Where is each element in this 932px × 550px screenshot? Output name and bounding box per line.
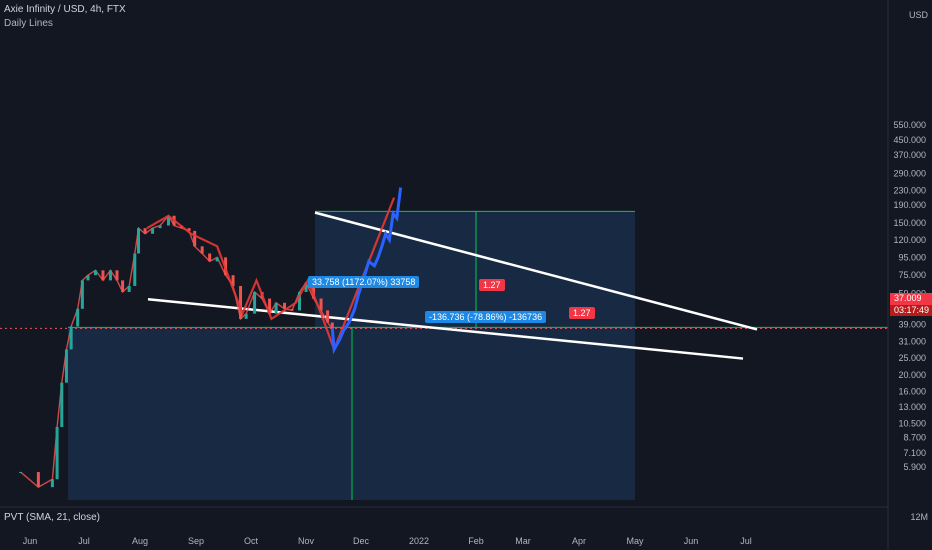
indicator-value: 12M [910, 512, 928, 522]
candle-10 [93, 270, 97, 276]
measure-tag-1[interactable]: 33.758 (1172.07%) 33758 [308, 276, 420, 288]
candle-12 [108, 270, 112, 281]
y-tick-label: 39.000 [898, 319, 926, 329]
y-tick-label: 31.000 [898, 337, 926, 347]
candle-17 [137, 228, 141, 254]
candle-44 [330, 322, 334, 329]
chart-subtitle: Daily Lines [4, 18, 53, 29]
candle-5 [64, 349, 68, 383]
y-tick-label: 370.000 [893, 150, 926, 160]
candle-37 [283, 302, 287, 309]
price-countdown: 03:17:49 [890, 305, 932, 316]
candle-28 [215, 257, 219, 262]
y-tick-label: 120.000 [893, 235, 926, 245]
candle-25 [193, 230, 197, 247]
y-tick-label: 190.000 [893, 200, 926, 210]
x-tick-label: Sep [188, 536, 204, 546]
indicator-label: PVT (SMA, 21, close) [4, 512, 100, 523]
candle-13 [115, 270, 119, 281]
x-tick-label: Jun [684, 536, 699, 546]
x-tick-label: Nov [298, 536, 315, 546]
usd-label: USD [908, 10, 928, 20]
y-tick-label: 550.000 [893, 120, 926, 130]
candle-24 [187, 228, 191, 231]
y-tick-label: 8.700 [903, 432, 926, 442]
y-tick-label: 25.000 [898, 353, 926, 363]
candle-19 [151, 228, 155, 234]
candle-6 [69, 326, 73, 350]
x-tick-label: Feb [468, 536, 484, 546]
y-tick-label: 450.000 [893, 135, 926, 145]
candle-35 [268, 298, 272, 314]
projection-path [330, 187, 403, 355]
candle-2 [50, 479, 54, 488]
y-tick-label: 150.000 [893, 218, 926, 228]
candle-39 [298, 291, 302, 311]
y-tick-label: 20.000 [898, 370, 926, 380]
candle-7 [76, 308, 80, 327]
candle-3 [55, 427, 59, 480]
fib-tag-1: 1.27 [479, 279, 505, 291]
x-tick-label: 2022 [409, 536, 429, 546]
y-tick-label: 13.000 [898, 402, 926, 412]
candle-16 [133, 253, 137, 286]
candle-43 [326, 310, 330, 323]
candle-8 [80, 280, 84, 309]
lower-trendline [147, 297, 744, 360]
candle-9 [86, 275, 90, 281]
candle-27 [208, 253, 212, 262]
y-tick-label: 230.000 [893, 186, 926, 196]
x-tick-label: May [626, 536, 644, 546]
x-tick-label: Dec [353, 536, 370, 546]
last-price-tag: 37.009 [890, 293, 932, 305]
candle-42 [319, 298, 323, 311]
candle-18 [143, 228, 147, 234]
y-tick-label: 7.100 [903, 448, 926, 458]
y-tick-label: 10.500 [898, 418, 926, 428]
x-tick-label: Aug [132, 536, 148, 546]
candle-36 [274, 302, 278, 314]
candle-41 [312, 282, 316, 299]
candle-32 [244, 313, 248, 319]
candle-38 [290, 308, 294, 311]
candle-20 [158, 225, 162, 229]
candle-33 [253, 291, 257, 314]
x-tick-label: Jul [740, 536, 752, 546]
candle-30 [231, 275, 235, 286]
x-tick-label: Apr [572, 536, 586, 546]
x-tick-label: Mar [515, 536, 531, 546]
candle-21 [166, 215, 170, 226]
candle-0 [19, 472, 23, 474]
fib-tag-2: 1.27 [569, 307, 595, 319]
candle-14 [121, 280, 125, 292]
x-tick-label: Oct [244, 536, 259, 546]
measure-tag-2[interactable]: -136.736 (-78.86%) -136736 [425, 311, 547, 323]
x-tick-label: Jun [23, 536, 38, 546]
candle-15 [127, 285, 131, 292]
candle-1 [36, 472, 40, 488]
candle-40 [304, 282, 308, 292]
y-tick-label: 75.000 [898, 270, 926, 280]
candle-11 [101, 270, 105, 281]
y-tick-label: 95.000 [898, 252, 926, 262]
x-tick-label: Jul [78, 536, 90, 546]
candle-26 [200, 246, 204, 254]
y-tick-label: 5.900 [903, 462, 926, 472]
y-tick-label: 16.000 [898, 387, 926, 397]
candle-31 [239, 285, 243, 319]
zigzag-pattern [146, 197, 396, 353]
y-tick-label: 290.000 [893, 168, 926, 178]
candle-4 [60, 382, 64, 427]
chart-title: Axie Infinity / USD, 4h, FTX [4, 4, 126, 15]
upper-trendline [314, 211, 758, 331]
